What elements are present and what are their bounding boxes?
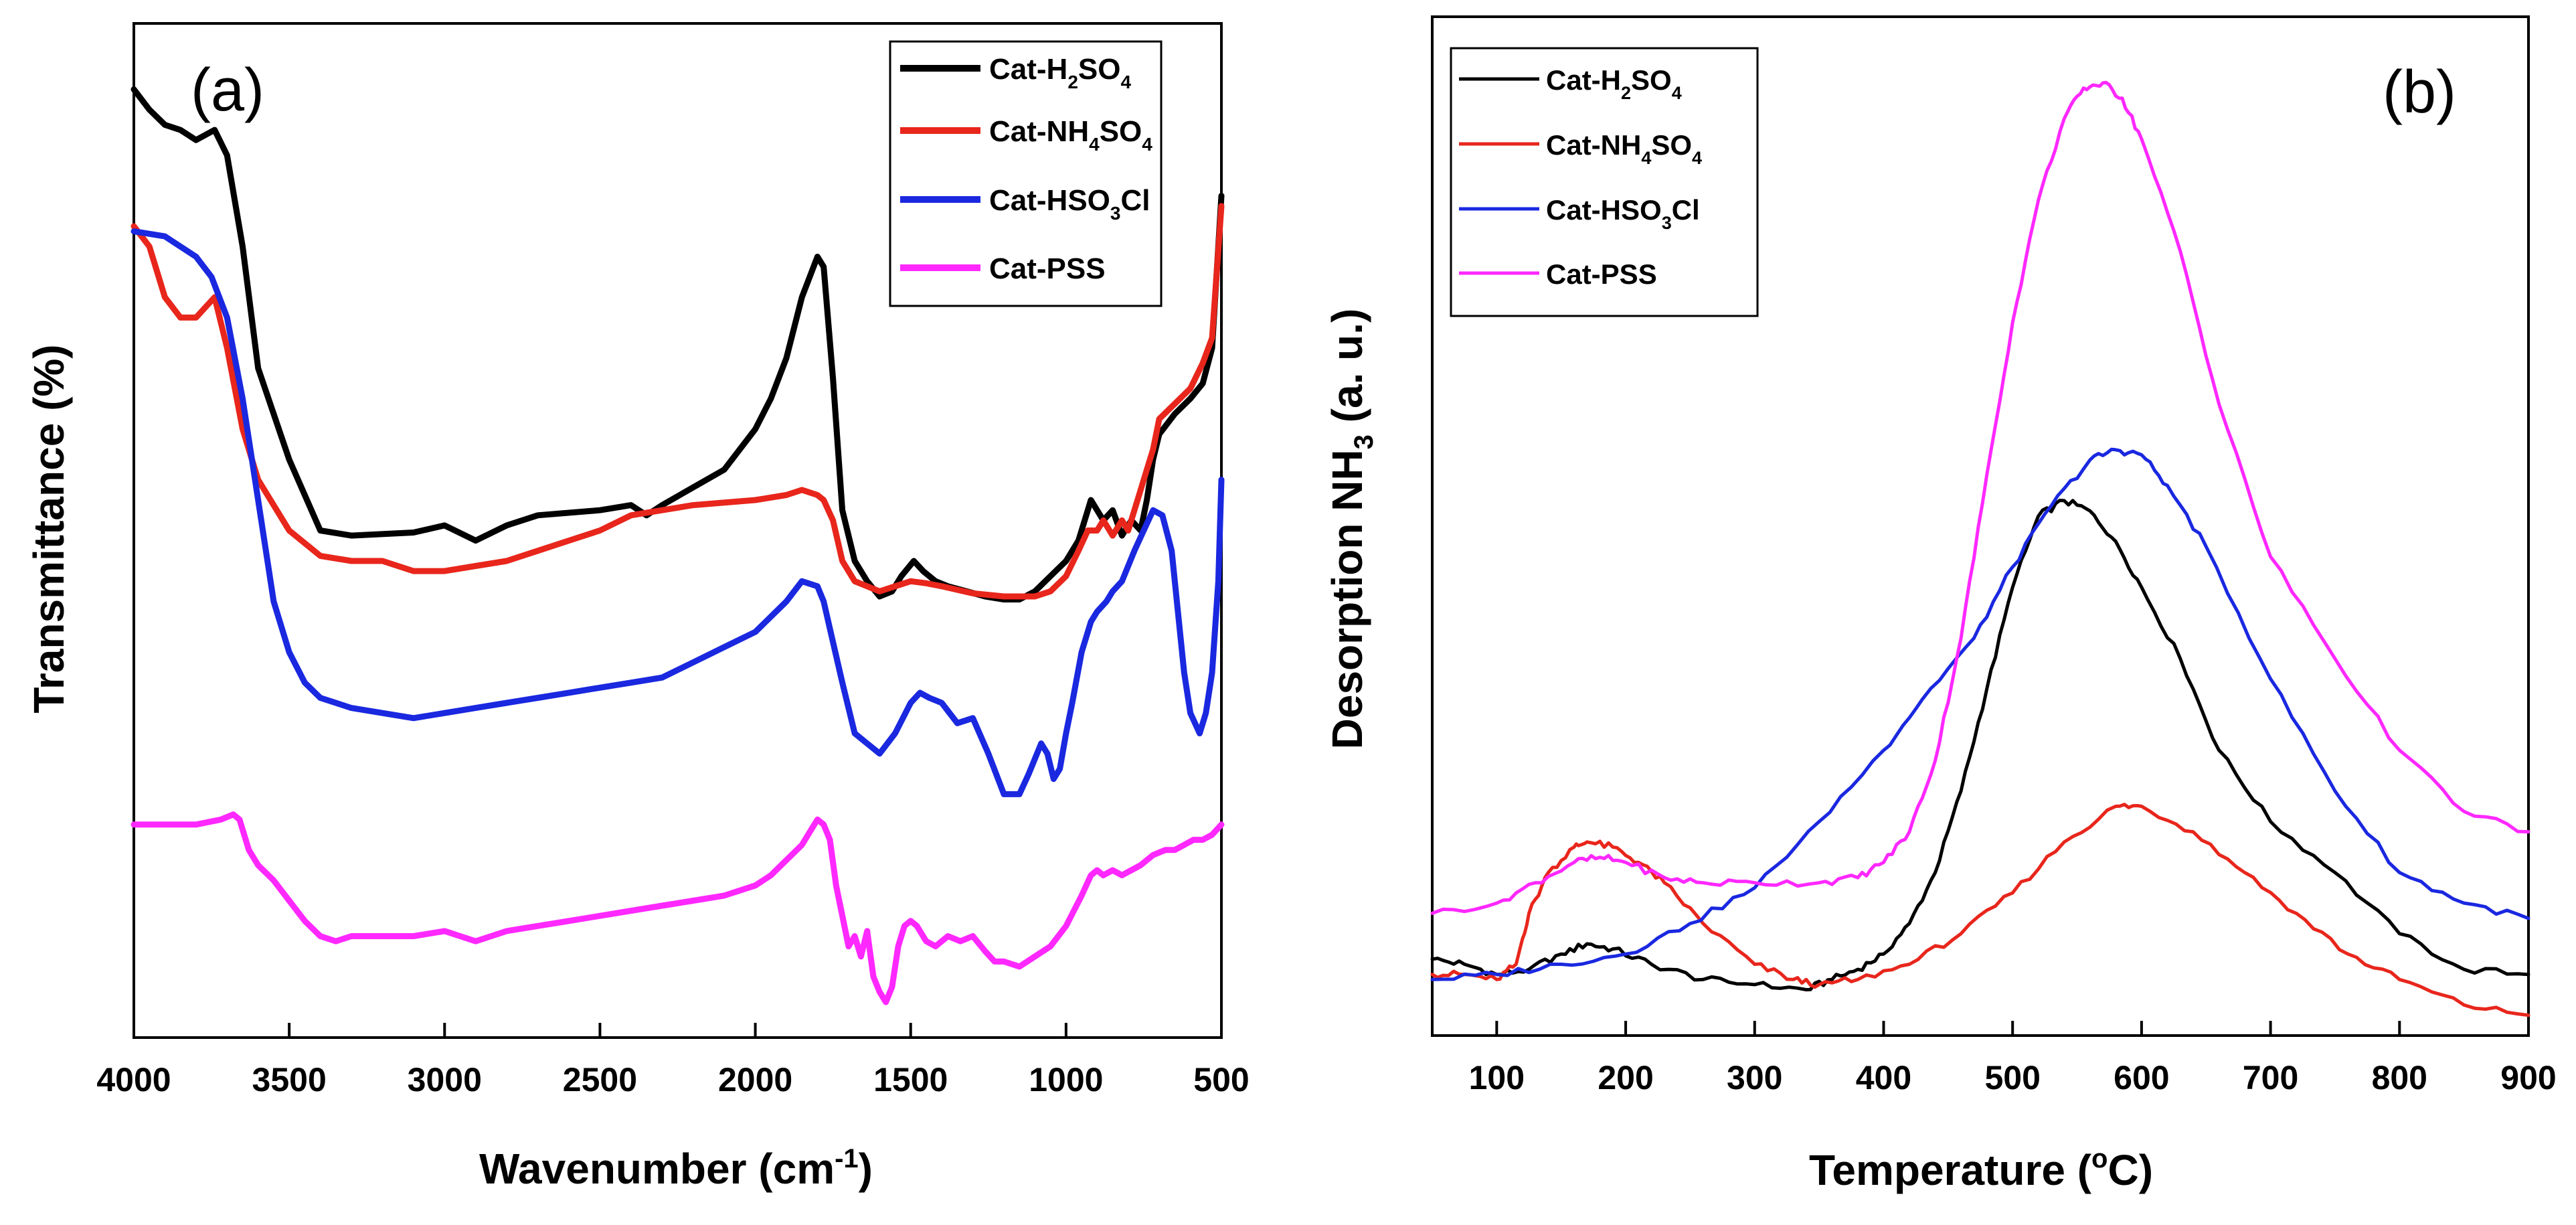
x-tick-label: 400 [1856,1059,1911,1096]
x-tick-label: 1000 [1029,1061,1103,1098]
series-line-cat-hso3cl [131,228,1225,797]
ftir-chart-panel: 4000 3500 3000 2500 2000 1500 1000 500 (a) Cat-… [25,22,1250,1193]
y-axis-label: Transmittance (%) [25,344,73,713]
legend: Cat-H2SO4 Cat-NH4SO4 Cat-HSO3Cl Cat-PSS [1450,47,1759,317]
x-tick-group: 100 200 300 400 500 600 700 800 900 [1469,1021,2557,1096]
x-tick-label: 3500 [252,1061,327,1098]
y-axis-label: Desorption NH3 (a. u.) [1323,309,1379,750]
x-tick-label: 700 [2243,1059,2298,1096]
plot-frame [1431,15,2530,1037]
x-tick-label: 500 [1984,1059,2040,1096]
x-tick-label: 300 [1727,1059,1782,1096]
x-tick-label: 500 [1193,1061,1249,1098]
x-tick-label: 600 [2114,1059,2169,1096]
series-line-cat-nh4so4 [131,203,1225,600]
x-tick-label: 2500 [563,1061,637,1098]
x-tick-label: 3000 [408,1061,482,1098]
x-tick-label: 800 [2372,1059,2427,1096]
series-line-cat-hso3cl [1430,447,2530,981]
x-tick-label: 1500 [873,1061,948,1098]
series-line-cat-h2so4 [1430,499,2530,991]
legend-label-cat-nh4so4: Cat-NH4SO4 [1546,129,1702,168]
panel-label: (b) [2383,59,2456,126]
legend-label-cat-pss: Cat-PSS [1546,258,1657,290]
legend-box [1450,47,1759,317]
panel-label: (a) [191,57,264,124]
series-group [131,86,1225,1005]
legend-box [889,40,1163,307]
x-tick-group: 4000 3500 3000 2500 2000 1500 1000 500 [96,1023,1250,1098]
x-tick-label: 100 [1469,1059,1525,1096]
series-line-cat-nh4so4 [1430,803,2530,1017]
x-axis-label: Temperature (oC) [1809,1144,2153,1194]
legend: Cat-H2SO4 Cat-NH4SO4 Cat-HSO3Cl Cat-PSS [889,40,1163,307]
legend-label-cat-pss: Cat-PSS [989,252,1106,285]
x-axis-label: Wavenumber (cm-1) [479,1144,873,1193]
series-line-cat-pss [1430,80,2530,915]
legend-label-cat-hso3cl: Cat-HSO3Cl [989,184,1150,224]
x-tick-label: 2000 [718,1061,792,1098]
series-line-cat-pss [131,811,1225,1005]
tpd-chart-panel: 100 200 300 400 500 600 700 800 900 (b) Cat-H2SO… [1323,15,2557,1194]
legend-label-cat-h2so4: Cat-H2SO4 [1546,64,1682,103]
x-tick-label: 4000 [96,1061,171,1098]
x-tick-label: 200 [1598,1059,1653,1096]
legend-label-cat-hso3cl: Cat-HSO3Cl [1546,194,1700,233]
x-tick-label: 900 [2500,1059,2556,1096]
legend-label-cat-h2so4: Cat-H2SO4 [989,53,1131,92]
series-group [1430,80,2530,1017]
legend-label-cat-nh4so4: Cat-NH4SO4 [989,115,1152,155]
